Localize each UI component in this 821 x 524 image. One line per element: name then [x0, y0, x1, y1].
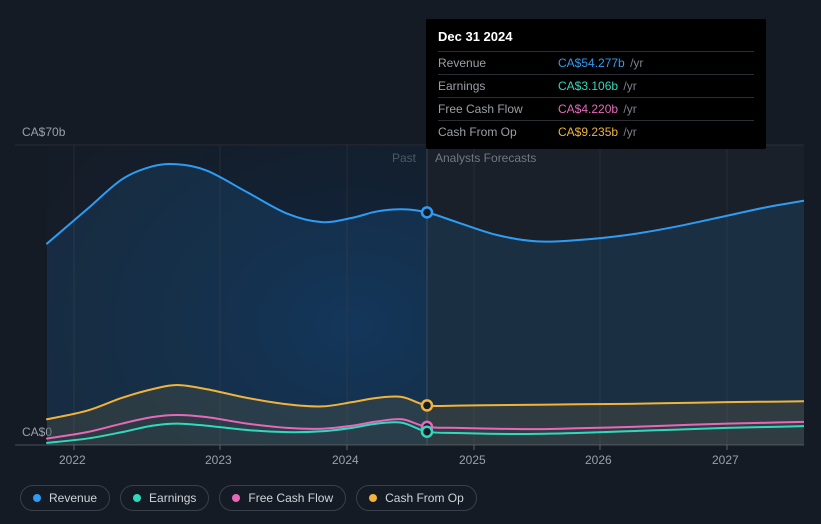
- tooltip-metric-value: CA$4.220b /yr: [558, 100, 637, 118]
- chart-legend: Revenue Earnings Free Cash Flow Cash From O…: [20, 485, 477, 511]
- x-axis-tick-label: 2027: [712, 453, 739, 467]
- x-axis-tick-label: 2023: [205, 453, 232, 467]
- legend-dot-icon: [369, 494, 377, 502]
- legend-dot-icon: [232, 494, 240, 502]
- x-axis-tick-label: 2024: [332, 453, 359, 467]
- tooltip-metric-value: CA$3.106b /yr: [558, 77, 637, 95]
- tooltip-metric-label: Free Cash Flow: [438, 100, 538, 118]
- tooltip-row: Free Cash Flow CA$4.220b /yr: [438, 97, 754, 120]
- chart-tooltip: Dec 31 2024 Revenue CA$54.277b /yr Earning…: [426, 19, 766, 149]
- legend-item[interactable]: Revenue: [20, 485, 110, 511]
- tooltip-metric-label: Earnings: [438, 77, 538, 95]
- legend-item[interactable]: Free Cash Flow: [219, 485, 346, 511]
- tooltip-row: Cash From Op CA$9.235b /yr: [438, 120, 754, 143]
- legend-item[interactable]: Cash From Op: [356, 485, 477, 511]
- x-axis-tick-label: 2026: [585, 453, 612, 467]
- legend-dot-icon: [33, 494, 41, 502]
- legend-label: Free Cash Flow: [248, 491, 333, 505]
- legend-label: Revenue: [49, 491, 97, 505]
- x-axis-tick-label: 2022: [59, 453, 86, 467]
- tooltip-metric-label: Cash From Op: [438, 123, 538, 141]
- tooltip-date: Dec 31 2024: [438, 27, 754, 47]
- tooltip-row: Revenue CA$54.277b /yr: [438, 51, 754, 74]
- tooltip-metric-value: CA$9.235b /yr: [558, 123, 637, 141]
- legend-label: Earnings: [149, 491, 196, 505]
- legend-dot-icon: [133, 494, 141, 502]
- x-axis-tick-label: 2025: [459, 453, 486, 467]
- tooltip-metric-label: Revenue: [438, 54, 538, 72]
- tooltip-row: Earnings CA$3.106b /yr: [438, 74, 754, 97]
- legend-label: Cash From Op: [385, 491, 464, 505]
- legend-item[interactable]: Earnings: [120, 485, 209, 511]
- chart-container: Dec 31 2024 Revenue CA$54.277b /yr Earning…: [0, 0, 821, 524]
- tooltip-metric-value: CA$54.277b /yr: [558, 54, 643, 72]
